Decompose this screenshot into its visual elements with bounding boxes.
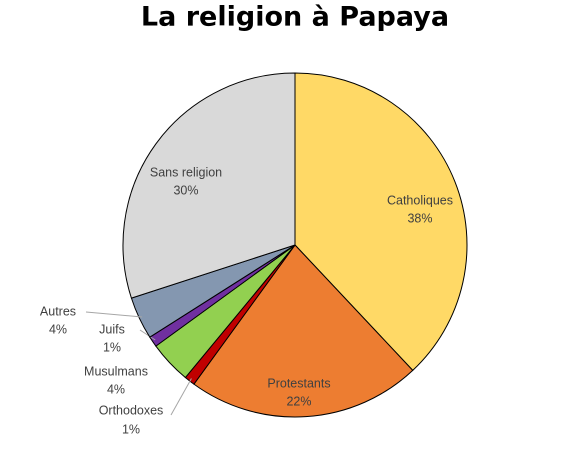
slice-label: Protestants bbox=[267, 376, 330, 390]
chart-title: La religion à Papaya bbox=[141, 2, 449, 33]
slice-value-label: 4% bbox=[49, 322, 67, 336]
slice-label: Musulmans bbox=[84, 364, 148, 378]
pie-slice bbox=[193, 244, 414, 418]
leader-line bbox=[170, 378, 192, 416]
leader-line bbox=[139, 329, 156, 341]
slice-label: Sans religion bbox=[150, 165, 222, 179]
slice-value-label: 1% bbox=[103, 340, 121, 354]
slice-label: Catholiques bbox=[387, 193, 453, 207]
slice-label: Orthodoxes bbox=[99, 403, 164, 417]
leader-line bbox=[85, 311, 143, 318]
slice-value-label: 4% bbox=[107, 382, 125, 396]
slice-label: Juifs bbox=[99, 322, 125, 336]
pie-slice bbox=[294, 72, 468, 372]
slice-value-label: 1% bbox=[122, 422, 140, 436]
pie-slice bbox=[122, 72, 296, 299]
slice-value-label: 22% bbox=[286, 394, 311, 408]
slice-label: Autres bbox=[40, 304, 76, 318]
slice-value-label: 38% bbox=[407, 211, 432, 225]
slice-value-label: 30% bbox=[173, 183, 198, 197]
